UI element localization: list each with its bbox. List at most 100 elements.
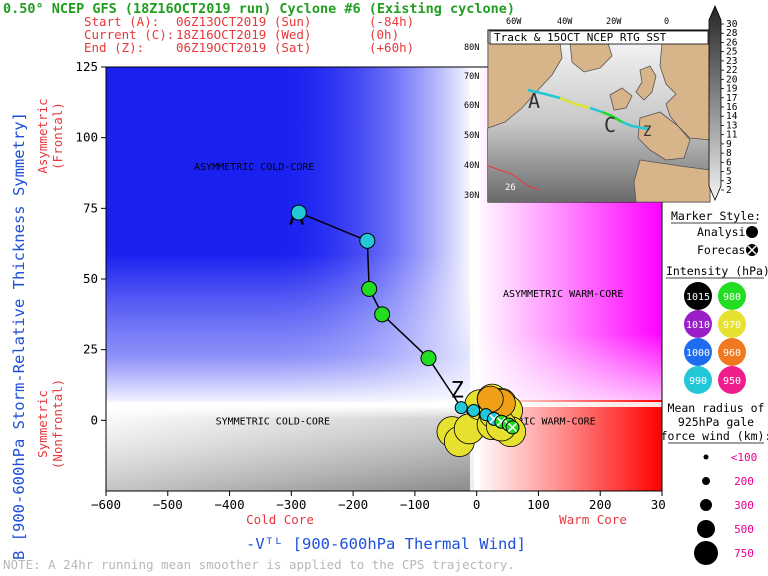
radius-swatch bbox=[694, 541, 718, 565]
intensity-label: 980 bbox=[723, 292, 741, 303]
analysis-point bbox=[420, 350, 437, 367]
analysis-point bbox=[454, 401, 468, 415]
legend-radius-title: 925hPa gale bbox=[678, 415, 754, 429]
end-marker-label: Z bbox=[451, 379, 464, 404]
y-sublabel-asymmetric-2: (Frontal) bbox=[50, 102, 65, 170]
map-start-marker: A bbox=[528, 89, 540, 113]
x-tick-label: −500 bbox=[153, 497, 183, 512]
radius-swatch bbox=[700, 499, 712, 511]
analysis-point bbox=[290, 204, 307, 221]
colorbar-label: 19 bbox=[726, 84, 738, 95]
footnote: NOTE: A 24hr running mean smoother is ap… bbox=[3, 557, 515, 572]
x-tick-label: 200 bbox=[589, 497, 612, 512]
current-label: Current (C): bbox=[84, 27, 174, 42]
map-lat-label: 30N bbox=[464, 191, 479, 201]
intensity-swatch bbox=[684, 282, 712, 310]
colorbar-label: 26 bbox=[726, 37, 738, 48]
y-tick-label: 75 bbox=[83, 200, 98, 215]
colorbar-label: 23 bbox=[726, 56, 737, 67]
colorbar-label: 8 bbox=[726, 148, 732, 159]
quadrant-label: ASYMMETRIC WARM-CORE bbox=[503, 289, 623, 300]
colorbar-label: 5 bbox=[726, 167, 732, 178]
colorbar-label: 28 bbox=[726, 28, 738, 39]
map-lon-label: 60W bbox=[506, 17, 522, 27]
x-sublabel-warm: Warm Core bbox=[559, 512, 627, 527]
x-axis-title: -Vᵀᴸ [900-600hPa Thermal Wind] bbox=[246, 535, 526, 553]
colorbar-label: 30 bbox=[726, 19, 738, 30]
y-tick-label: 25 bbox=[83, 342, 98, 357]
radius-legend: <100 200 300 500 750 bbox=[694, 451, 757, 565]
colorbar-label: 2 bbox=[726, 185, 732, 196]
end-offset: (+60h) bbox=[369, 40, 414, 55]
legend-forecast-label: Forecast: bbox=[697, 243, 759, 257]
colorbar-label: 25 bbox=[726, 47, 737, 58]
intensity-legend: 1015 980 1010 970 1000 960 990 950 bbox=[684, 282, 746, 394]
radius-label: 300 bbox=[734, 499, 754, 512]
map-lon-label: 40W bbox=[557, 17, 573, 27]
map-contour-label: 26 bbox=[505, 183, 516, 193]
analysis-point bbox=[467, 403, 481, 417]
colorbar-label: 11 bbox=[726, 130, 738, 141]
colorbar-label: 9 bbox=[726, 139, 732, 150]
radius-label: 750 bbox=[734, 547, 754, 560]
end-label: End (Z): bbox=[84, 40, 144, 55]
colorbar-label: 17 bbox=[726, 93, 737, 104]
x-tick-label: −200 bbox=[338, 497, 368, 512]
radius-swatch bbox=[703, 454, 709, 460]
forecast-point bbox=[505, 420, 520, 435]
colorbar-label: 13 bbox=[726, 120, 737, 131]
map-end-marker: Z bbox=[643, 124, 651, 140]
analysis-marker-icon bbox=[746, 226, 758, 238]
current-offset: (0h) bbox=[369, 27, 399, 42]
colorbar-label: 3 bbox=[726, 176, 732, 187]
map-lon-label: 0 bbox=[664, 17, 669, 27]
legend-radius-title: force wind (km): bbox=[661, 429, 768, 443]
chart-title: 0.50° NCEP GFS (18Z16OCT2019 run) Cyclon… bbox=[3, 1, 515, 17]
x-tick-label: −100 bbox=[400, 497, 430, 512]
legend-intensity-title: Intensity (hPa): bbox=[666, 264, 768, 278]
forecast-marker-icon bbox=[746, 244, 758, 256]
analysis-point bbox=[361, 280, 378, 297]
intensity-swatch bbox=[718, 282, 746, 310]
gale-radius-circle bbox=[476, 385, 504, 413]
time-info: Start (A): 06Z13OCT2019 (Sun) (-84h) Cur… bbox=[84, 14, 414, 55]
y-axis-title: B [900-600hPa Storm-Relative Thickness S… bbox=[10, 112, 28, 560]
radius-label: <100 bbox=[731, 451, 758, 464]
map-lat-label: 70N bbox=[464, 72, 479, 82]
y-sublabel-symmetric-1: Symmetric bbox=[35, 390, 50, 458]
map-lat-label: 40N bbox=[464, 161, 479, 171]
intensity-label: 1015 bbox=[686, 292, 710, 303]
intensity-swatch bbox=[684, 310, 712, 338]
axis-ticks: −600 −500 −400 −300 −200 −100 0 100 200 300025507… bbox=[75, 59, 673, 512]
map-current-marker: C bbox=[604, 113, 616, 137]
start-offset: (-84h) bbox=[369, 14, 414, 29]
start-time: 06Z13OCT2019 (Sun) bbox=[176, 14, 311, 29]
map-lat-label: 60N bbox=[464, 101, 479, 111]
legend: Marker Style: Analysis: Forecast: Intens… bbox=[661, 207, 768, 576]
colorbar-label: 14 bbox=[726, 111, 738, 122]
x-tick-label: −600 bbox=[91, 497, 121, 512]
track-layer: AZ bbox=[289, 202, 527, 457]
legend-radius-title: Mean radius of bbox=[668, 401, 765, 415]
inset-map: 26 A C Z Track & 15OCT NCEP RTG SST 60W … bbox=[464, 17, 711, 203]
map-lon-label: 20W bbox=[606, 17, 622, 27]
y-sublabel-asymmetric-1: Asymmetric bbox=[35, 98, 50, 173]
intensity-label: 950 bbox=[723, 376, 741, 387]
x-tick-label: −300 bbox=[276, 497, 306, 512]
quadrant-label: SYMMETRIC COLD-CORE bbox=[216, 416, 330, 427]
intensity-label: 990 bbox=[689, 376, 707, 387]
end-time: 06Z19OCT2019 (Sat) bbox=[176, 40, 311, 55]
colorbar-label: 6 bbox=[726, 157, 732, 168]
radius-swatch bbox=[702, 477, 710, 485]
x-tick-label: −400 bbox=[215, 497, 245, 512]
y-tick-label: 125 bbox=[75, 59, 98, 74]
quadrant-label: SYMMETRIC WARM-CORE bbox=[481, 416, 595, 427]
map-lat-label: 80N bbox=[464, 43, 479, 53]
quadrant-label: ASYMMETRIC COLD-CORE bbox=[194, 162, 314, 173]
legend-marker-title: Marker Style: bbox=[671, 209, 761, 223]
y-tick-label: 50 bbox=[83, 271, 98, 286]
intensity-label: 960 bbox=[723, 348, 741, 359]
y-sublabel-symmetric-2: (Nonfrontal) bbox=[50, 379, 65, 469]
